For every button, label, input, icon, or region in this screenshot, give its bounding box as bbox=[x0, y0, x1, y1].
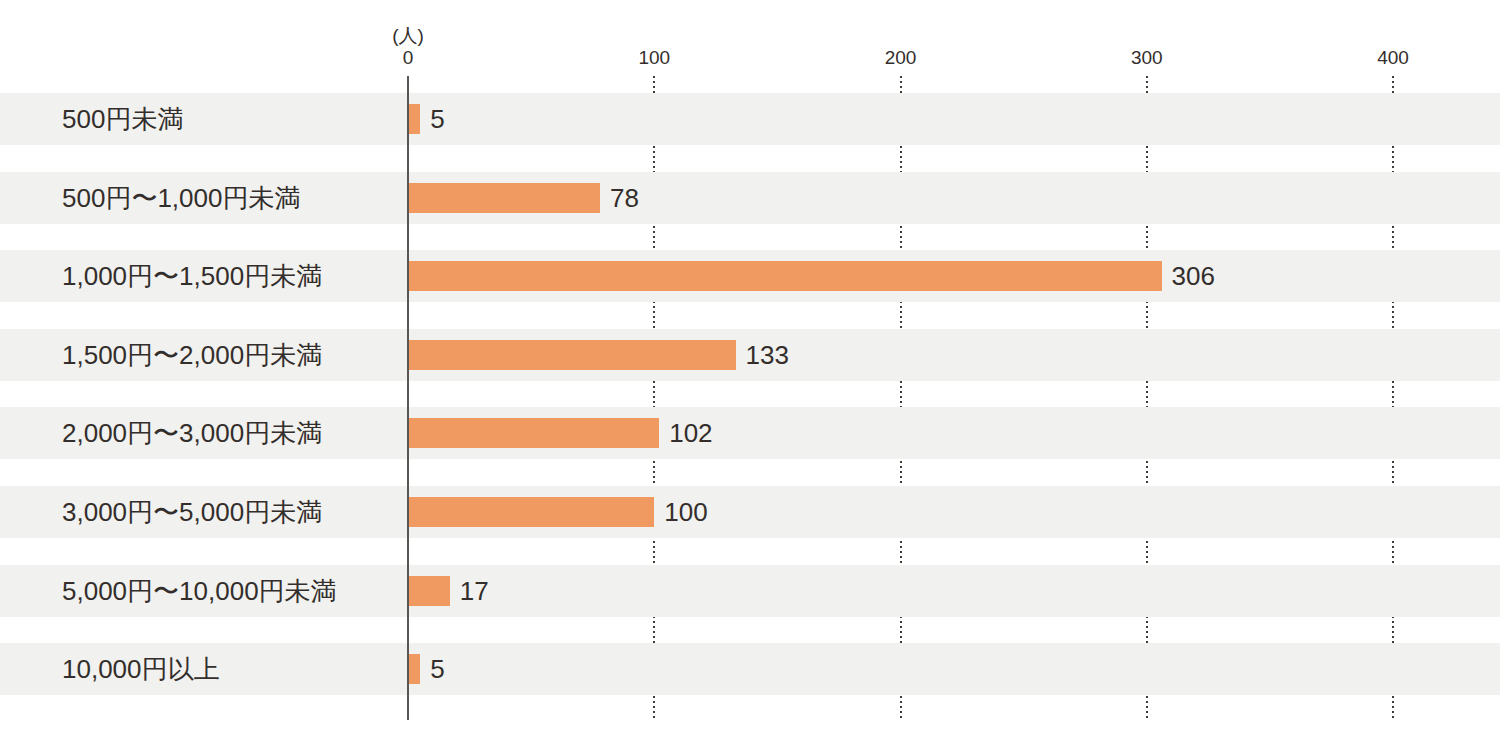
zero-axis-line bbox=[407, 76, 409, 720]
table-row: 500円〜1,000円未満 78 bbox=[0, 172, 1500, 224]
bar bbox=[408, 340, 736, 370]
table-row: 2,000円〜3,000円未満 102 bbox=[0, 407, 1500, 459]
value-label: 306 bbox=[1172, 263, 1215, 289]
table-row: 3,000円〜5,000円未満 100 bbox=[0, 486, 1500, 538]
table-row: 1,000円〜1,500円未満 306 bbox=[0, 250, 1500, 302]
bar bbox=[408, 497, 654, 527]
category-label: 1,500円〜2,000円未満 bbox=[62, 342, 322, 368]
table-row: 500円未満 5 bbox=[0, 93, 1500, 145]
bar bbox=[408, 261, 1162, 291]
bar-chart: (人) 0 100 200 300 400 500円未満 5 500円〜1,000円未満 78… bbox=[0, 0, 1500, 753]
bar bbox=[408, 183, 600, 213]
category-label: 5,000円〜10,000円未満 bbox=[62, 578, 337, 604]
table-row: 1,500円〜2,000円未満 133 bbox=[0, 329, 1500, 381]
table-row: 10,000円以上 5 bbox=[0, 643, 1500, 695]
category-label: 2,000円〜3,000円未満 bbox=[62, 420, 322, 446]
bar bbox=[408, 654, 420, 684]
x-axis-tick-label: 300 bbox=[1131, 48, 1163, 67]
value-label: 133 bbox=[746, 342, 789, 368]
value-label: 5 bbox=[430, 106, 444, 132]
category-label: 10,000円以上 bbox=[62, 656, 220, 682]
bar bbox=[408, 576, 450, 606]
bar bbox=[408, 104, 420, 134]
value-label: 78 bbox=[610, 185, 639, 211]
value-label: 102 bbox=[669, 420, 712, 446]
bar bbox=[408, 418, 659, 448]
x-axis-tick-label: 200 bbox=[885, 48, 917, 67]
axis-unit-label: (人) bbox=[392, 26, 424, 45]
category-label: 3,000円〜5,000円未満 bbox=[62, 499, 322, 525]
category-label: 500円〜1,000円未満 bbox=[62, 185, 300, 211]
category-label: 1,000円〜1,500円未満 bbox=[62, 263, 322, 289]
x-axis-tick-label: 100 bbox=[638, 48, 670, 67]
x-axis-tick-label: 400 bbox=[1377, 48, 1409, 67]
table-row: 5,000円〜10,000円未満 17 bbox=[0, 565, 1500, 617]
value-label: 100 bbox=[664, 499, 707, 525]
value-label: 17 bbox=[460, 578, 489, 604]
x-axis-tick-label: 0 bbox=[403, 48, 414, 67]
category-label: 500円未満 bbox=[62, 106, 183, 132]
value-label: 5 bbox=[430, 656, 444, 682]
